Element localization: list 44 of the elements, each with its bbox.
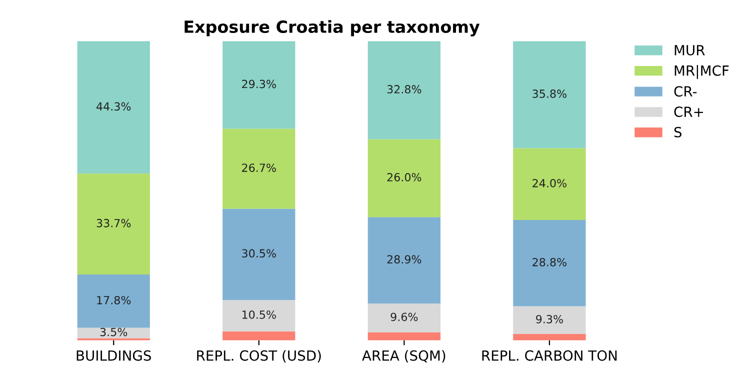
data-label: 33.7% <box>96 218 131 228</box>
bar <box>513 334 586 340</box>
legend-label: S <box>674 126 682 138</box>
bar <box>513 306 586 334</box>
data-label: 44.3% <box>96 102 131 111</box>
bar <box>222 300 296 332</box>
data-label: 28.9% <box>387 255 422 264</box>
bar <box>368 304 440 332</box>
bar <box>222 208 296 300</box>
bar <box>368 332 440 340</box>
bar <box>222 128 296 209</box>
data-label: 9.3% <box>536 314 563 324</box>
bar <box>368 41 440 140</box>
bar <box>513 41 586 148</box>
legend-label: MR|MCF <box>674 65 729 79</box>
legend-label: CR+ <box>674 106 703 118</box>
bar <box>368 217 440 304</box>
data-label: 3.5% <box>100 328 128 336</box>
data-label: 28.8% <box>532 258 566 266</box>
legend-label: CR- <box>674 86 697 97</box>
data-label: 35.8% <box>532 90 566 98</box>
x-tick-label: AREA (SQM) <box>362 350 446 362</box>
x-tick-label: REPL. CARBON TON <box>482 350 617 361</box>
data-label: 30.5% <box>242 249 276 258</box>
data-label: 26.0% <box>387 172 422 182</box>
bar <box>77 41 150 174</box>
data-label: 9.6% <box>390 312 418 322</box>
data-label: 26.7% <box>242 164 276 172</box>
bar <box>513 220 586 306</box>
bar <box>222 41 296 129</box>
bar <box>368 139 440 218</box>
bar <box>77 274 150 328</box>
data-label: 17.8% <box>97 296 131 304</box>
x-tick-label: REPL. COST (USD) <box>197 350 321 362</box>
data-label: 10.5% <box>242 310 276 319</box>
bar <box>222 331 296 340</box>
legend-label: MUR <box>674 45 705 56</box>
bar <box>77 174 150 275</box>
data-label: 29.3% <box>242 80 276 88</box>
chart-title: Exposure Croatia per taxonomy <box>184 20 480 36</box>
x-tick-label: BUILDINGS <box>76 350 151 361</box>
bar <box>513 148 586 220</box>
data-label: 24.0% <box>532 178 566 188</box>
data-label: 32.8% <box>387 85 422 94</box>
